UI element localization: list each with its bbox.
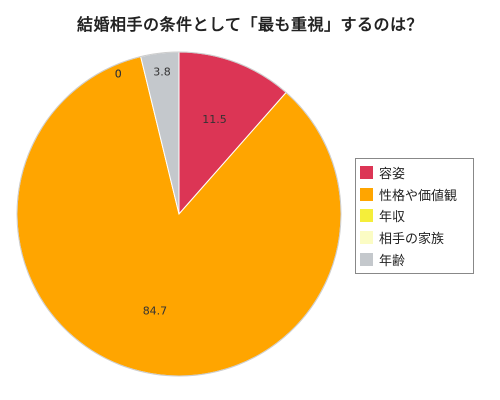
legend-label-0: 容姿	[379, 167, 406, 183]
pie-slices	[16, 51, 342, 377]
pie-outline	[16, 51, 342, 377]
chart-title: 結婚相手の条件として「最も重視」するのは？	[76, 15, 424, 34]
legend-label-1: 性格や価値観	[379, 188, 458, 204]
legend-item-1: 性格や価値観	[360, 184, 473, 206]
legend-swatch-3	[360, 231, 373, 245]
legend-item-4: 年齢	[360, 248, 473, 270]
legend-label-3: 相手の家族	[379, 232, 445, 248]
legend-item-2: 年収	[360, 205, 473, 227]
legend-swatch-2	[360, 209, 373, 223]
legend-label-4: 年齢	[379, 253, 406, 269]
pie-data-label-0: 11.5	[202, 113, 227, 126]
legend: 容姿性格や価値観 年収相手の家族年齢	[355, 158, 474, 274]
pie-data-labels: 11.584.700 3.8	[115, 65, 227, 317]
legend-swatch-4	[360, 252, 373, 266]
pie-data-label-3: 0	[115, 67, 122, 80]
pie-data-label-1: 84.7	[143, 305, 168, 318]
legend-item-3: 相手の家族	[360, 227, 473, 249]
pie-data-label-4: 3.8	[153, 65, 171, 78]
legend-label-2: 年収	[379, 210, 406, 226]
legend-swatch-1	[360, 187, 373, 201]
legend-item-0: 容姿	[360, 162, 473, 184]
pie-data-label-2: 0	[115, 67, 122, 80]
legend-swatch-0	[360, 166, 373, 180]
